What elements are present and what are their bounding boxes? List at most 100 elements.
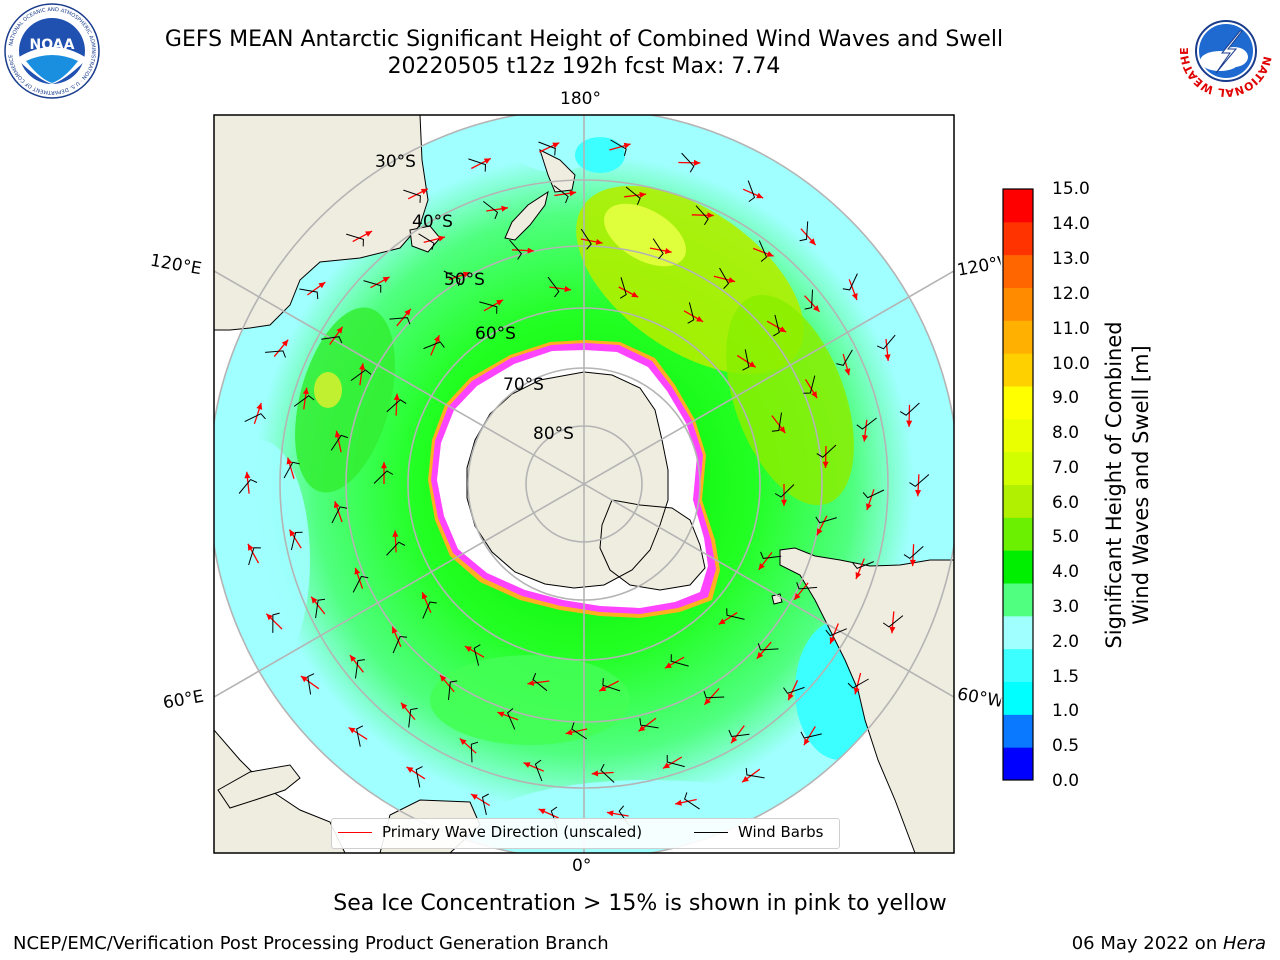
wind-barb bbox=[742, 349, 750, 371]
new-zealand-south-land bbox=[504, 190, 549, 241]
colorbar-tick: 1.0 bbox=[1052, 701, 1080, 721]
wind-barb bbox=[293, 395, 315, 407]
wind-barb bbox=[666, 754, 685, 768]
wave-arrow-head bbox=[884, 354, 891, 361]
wave-arrow-head bbox=[256, 402, 263, 410]
wave-arrow-head bbox=[704, 698, 711, 705]
wind-barb bbox=[350, 369, 372, 382]
wind-barb bbox=[726, 608, 745, 620]
wave-arrow-head bbox=[527, 680, 535, 686]
colorbar-segment bbox=[1003, 189, 1033, 223]
colorbar-segment bbox=[1003, 615, 1033, 650]
wave-arrow-head bbox=[811, 391, 818, 399]
wind-barb bbox=[265, 350, 286, 358]
colorbar-tick: 8.0 bbox=[1052, 423, 1080, 443]
footer-host: Hera bbox=[1222, 933, 1266, 954]
wind-barb bbox=[856, 417, 877, 430]
wave-arrow-head bbox=[599, 685, 607, 692]
wind-barb bbox=[532, 672, 548, 692]
legend-item-wave-direction: Primary Wave Direction (unscaled) bbox=[338, 823, 642, 841]
footer-credit: NCEP/EMC/Verification Post Processing Pr… bbox=[13, 933, 609, 954]
wind-barbs bbox=[238, 139, 930, 829]
wind-barb bbox=[771, 412, 782, 432]
wind-barb bbox=[290, 531, 303, 551]
wind-barb bbox=[783, 686, 805, 694]
wave-arrow-head bbox=[311, 596, 318, 604]
new-zealand-north-land bbox=[539, 149, 576, 193]
colorbar-tick: 15.0 bbox=[1052, 179, 1090, 199]
wind-barb bbox=[684, 792, 700, 810]
wave-arrow-head bbox=[623, 142, 631, 149]
wind-barb bbox=[852, 561, 874, 570]
wind-barb bbox=[418, 233, 435, 251]
wind-barb bbox=[625, 186, 641, 205]
wave-arrow-head bbox=[464, 646, 472, 652]
colorbar-tick: 12.0 bbox=[1052, 284, 1090, 304]
colorbar-tick: 10.0 bbox=[1052, 354, 1090, 374]
wave-arrow-head bbox=[696, 316, 704, 322]
wave-arrow-head bbox=[552, 142, 560, 149]
wave-arrow-head bbox=[565, 729, 573, 736]
wave-arrow-head bbox=[889, 626, 896, 634]
wind-barb bbox=[580, 228, 592, 250]
lat-label-70s: 70°S bbox=[503, 375, 544, 395]
wind-barb bbox=[836, 349, 853, 366]
wind-barb bbox=[448, 680, 458, 701]
wave-arrow-head bbox=[853, 687, 860, 695]
meridian-120e-60w bbox=[214, 270, 954, 698]
wind-barb bbox=[799, 221, 809, 242]
wind-barb bbox=[804, 289, 813, 310]
wind-barb bbox=[825, 628, 847, 637]
wave-arrow-head bbox=[844, 368, 851, 376]
wind-barb bbox=[538, 141, 556, 156]
colorbar-segment bbox=[1003, 714, 1033, 748]
wind-barb bbox=[681, 152, 695, 173]
wave-arrow-head bbox=[462, 271, 470, 278]
wind-barb bbox=[386, 541, 406, 556]
wave-arrow-head bbox=[718, 618, 726, 625]
wave-arrow-head bbox=[664, 248, 672, 254]
wind-barb bbox=[363, 280, 382, 293]
wave-arrow-head bbox=[318, 282, 326, 289]
colorbar-segment bbox=[1003, 221, 1033, 256]
wave-arrow-head bbox=[302, 387, 309, 395]
wave-arrow-head bbox=[731, 736, 738, 744]
wind-barb bbox=[796, 582, 818, 590]
colorbar-tick: 6.0 bbox=[1052, 493, 1080, 513]
colorbar-segment bbox=[1003, 418, 1033, 453]
wind-barb bbox=[373, 470, 394, 484]
wave-arrow-head bbox=[349, 655, 357, 662]
wind-barb bbox=[330, 434, 348, 451]
wave-arrow-head bbox=[569, 190, 577, 197]
graticule bbox=[214, 115, 954, 853]
colorbar-tick: 11.0 bbox=[1052, 319, 1090, 339]
colorbar-label-line-1: Significant Height of Combined bbox=[1102, 321, 1126, 649]
lat-label-30s: 30°S bbox=[375, 152, 416, 172]
wave-arrow-head bbox=[664, 662, 672, 669]
wave-arrow-head bbox=[404, 308, 411, 316]
colorbar-segment bbox=[1003, 353, 1033, 387]
wind-barb bbox=[773, 314, 780, 337]
wave-arrow-head bbox=[803, 738, 810, 746]
wind-barb bbox=[307, 673, 315, 695]
wind-barb bbox=[392, 635, 408, 654]
wind-barb bbox=[315, 598, 326, 619]
wind-barb bbox=[553, 185, 569, 204]
wind-barb bbox=[909, 474, 930, 488]
wave-arrow-head bbox=[639, 191, 647, 198]
colorbar-tick: 1.5 bbox=[1052, 667, 1080, 687]
red-line-swatch bbox=[338, 832, 372, 833]
wind-barb bbox=[639, 718, 659, 729]
colorbar-segment bbox=[1003, 648, 1033, 682]
wave-arrow-head bbox=[564, 286, 572, 293]
noaa-logo-text: NOAA bbox=[30, 37, 75, 53]
wind-barb bbox=[670, 654, 689, 667]
wave-arrow-head bbox=[816, 528, 823, 536]
colorbar-tick: 0.0 bbox=[1052, 771, 1080, 791]
wind-barb bbox=[745, 767, 765, 779]
colorbar-segment bbox=[1003, 386, 1033, 420]
wind-barb bbox=[719, 267, 730, 289]
wave-arrow-head bbox=[781, 499, 787, 506]
colorbar-label-line-2: Wind Waves and Swell [m] bbox=[1129, 345, 1153, 625]
wave-arrow-head bbox=[748, 361, 756, 368]
